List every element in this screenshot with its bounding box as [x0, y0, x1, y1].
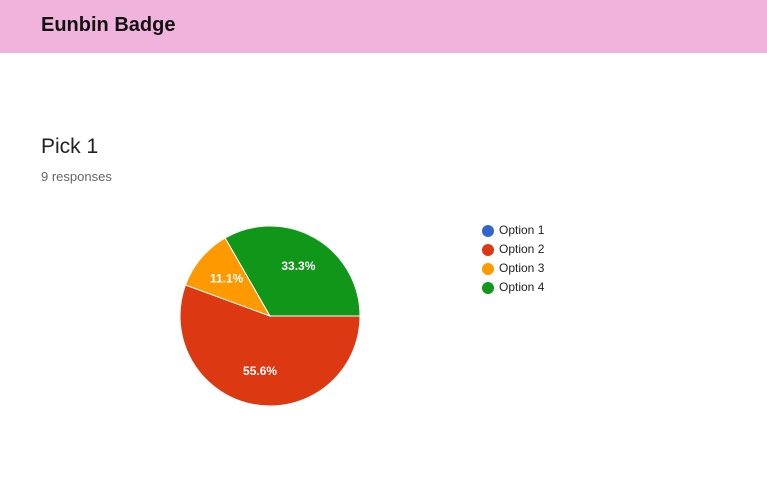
- slice-label: 11.1%: [210, 272, 244, 286]
- question-title: Pick 1: [41, 135, 99, 158]
- legend-swatch: [482, 244, 494, 256]
- legend-swatch: [482, 263, 494, 275]
- legend-swatch: [482, 225, 494, 237]
- header: Eunbin Badge: [0, 0, 767, 53]
- legend-label: Option 3: [499, 261, 545, 275]
- pie-slice: [179, 284, 361, 407]
- legend-label: Option 4: [499, 280, 545, 294]
- legend-swatch: [482, 282, 494, 294]
- legend-label: Option 2: [499, 242, 545, 256]
- slice-label: 33.3%: [281, 259, 315, 273]
- question-subtitle: 9 responses: [41, 169, 112, 184]
- pie-slice: [224, 225, 361, 317]
- slice-label: 55.6%: [243, 364, 277, 378]
- legend-label: Option 1: [499, 223, 545, 237]
- header-title: Eunbin Badge: [41, 14, 176, 36]
